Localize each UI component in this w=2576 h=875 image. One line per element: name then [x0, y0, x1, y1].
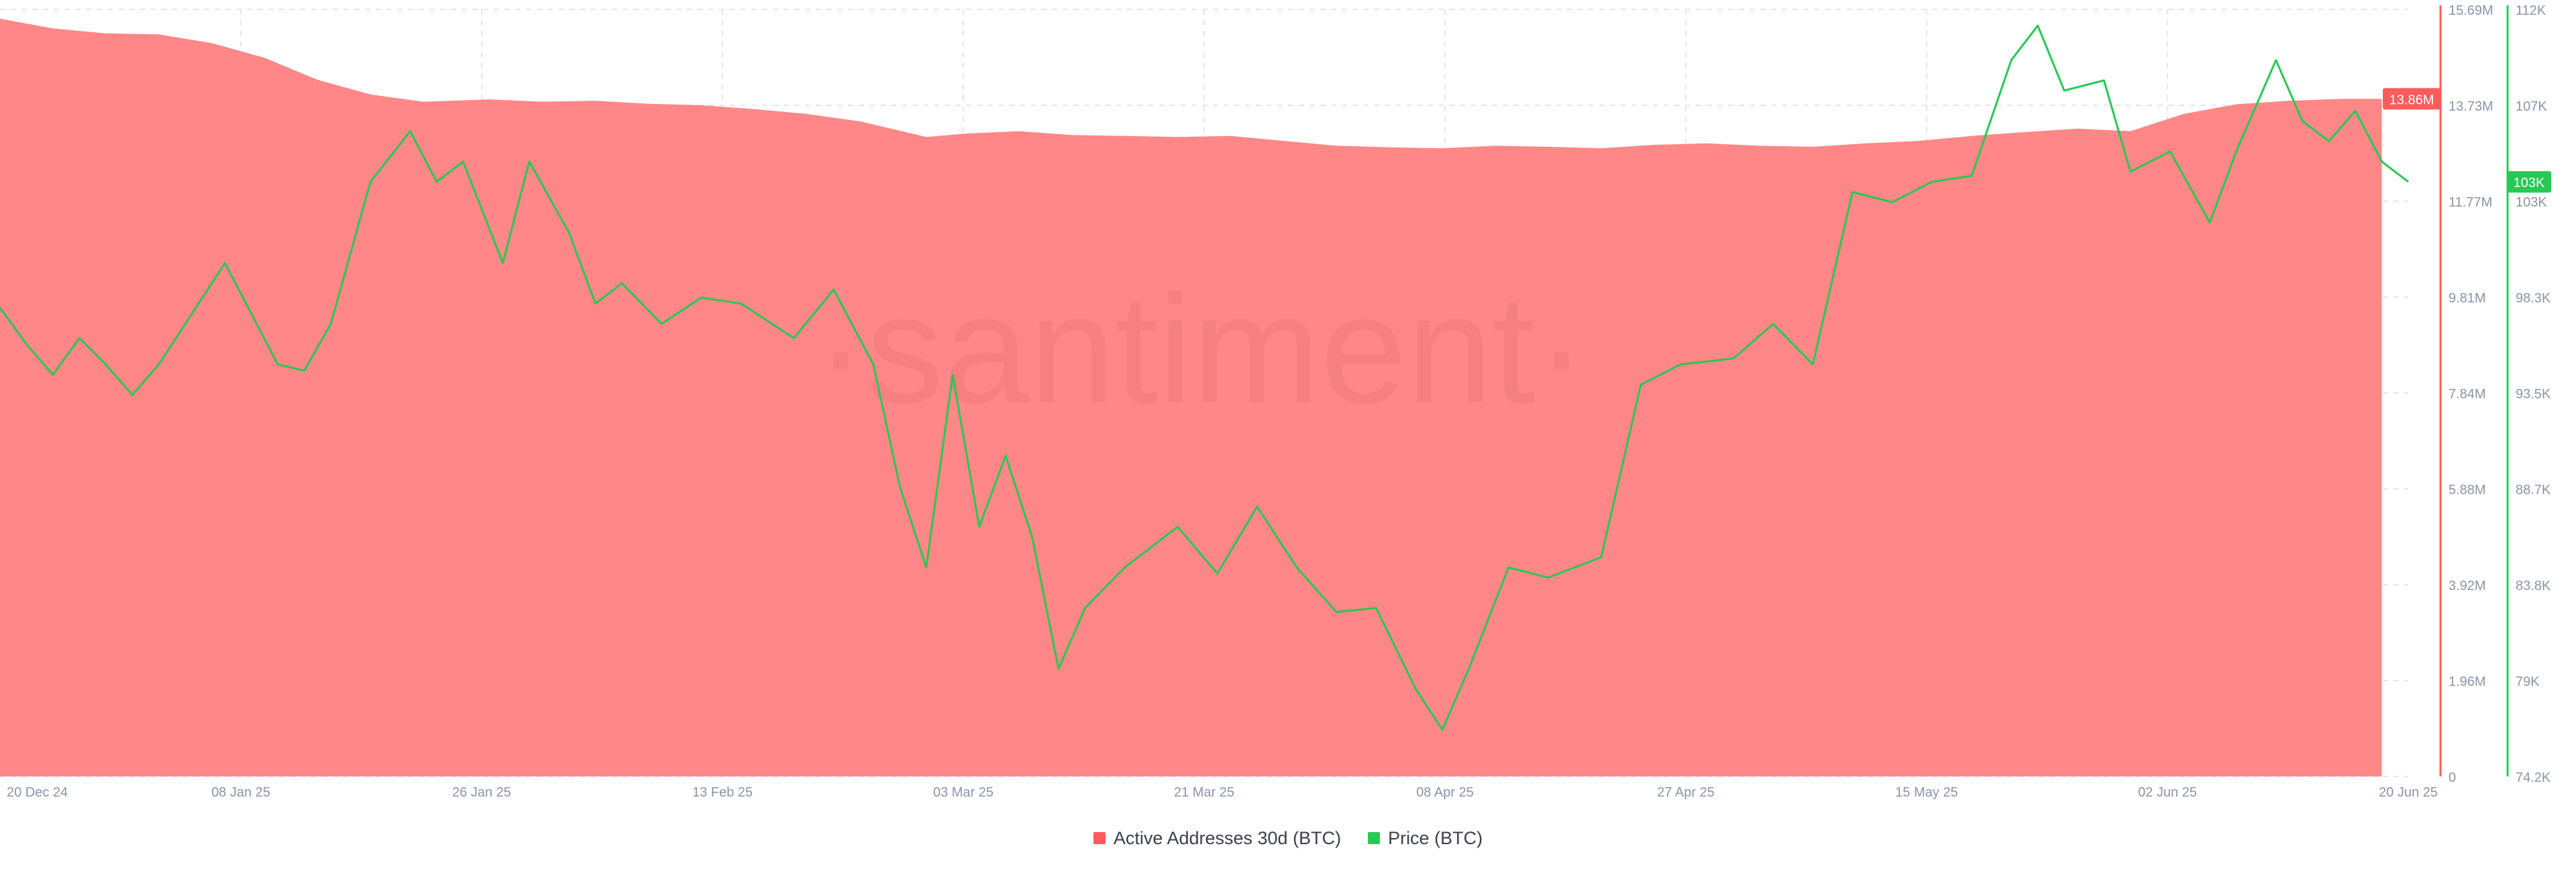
- legend-item-price[interactable]: Price (BTC): [1368, 828, 1483, 849]
- right-y-tick-label: 107K: [2516, 99, 2547, 114]
- legend-item-active-addresses[interactable]: Active Addresses 30d (BTC): [1093, 828, 1341, 849]
- santiment-watermark: ·santiment·: [815, 263, 1587, 435]
- axis-layer: 0 1.96M 3.92M 5.88M 7.84M 9.81M 11.77M 13.73M 15…: [7, 3, 2551, 800]
- x-tick-label: 15 May 25: [1895, 785, 1957, 800]
- price-line: [0, 24, 2409, 731]
- left-y-tick-label: 0: [2449, 770, 2456, 785]
- current-active-addresses-label: 13.86M: [2390, 93, 2434, 107]
- left-y-tick-label: 11.77M: [2449, 195, 2492, 210]
- x-tick-label: 20 Jun 25: [2379, 785, 2438, 800]
- current-price-badge: [2507, 171, 2551, 193]
- legend-label-price: Price (BTC): [1388, 827, 1483, 848]
- x-tick-label: 02 Jun 25: [2138, 785, 2197, 800]
- chart-legend: Active Addresses 30d (BTC) Price (BTC): [0, 823, 2576, 853]
- right-y-tick-label: 79K: [2516, 675, 2540, 689]
- legend-swatch-price: [1368, 832, 1381, 844]
- x-tick-label: 08 Jan 25: [211, 785, 270, 800]
- left-y-tick-label: 7.84M: [2449, 387, 2486, 402]
- left-y-tick-label: 13.73M: [2449, 99, 2493, 114]
- current-active-addresses-badge: [2383, 88, 2440, 110]
- left-y-tick-label: 9.81M: [2449, 291, 2486, 306]
- left-y-tick-label: 1.96M: [2449, 675, 2486, 689]
- left-y-tick-label: 5.88M: [2449, 483, 2486, 498]
- right-y-tick-label: 93.5K: [2516, 387, 2551, 402]
- x-tick-label: 27 Apr 25: [1657, 785, 1715, 800]
- area-layer: [0, 18, 2382, 776]
- right-y-tick-label: 98.3K: [2516, 291, 2551, 306]
- left-y-tick-label: 15.69M: [2449, 3, 2493, 18]
- active-addresses-area: [0, 18, 2382, 776]
- right-y-tick-label: 83.8K: [2516, 579, 2551, 593]
- x-tick-label: 20 Dec 24: [7, 785, 68, 800]
- x-tick-label: 13 Feb 25: [692, 785, 753, 800]
- x-tick-label: 26 Jan 25: [452, 785, 511, 800]
- right-y-tick-label: 103K: [2516, 195, 2547, 210]
- right-y-tick-label: 74.2K: [2516, 770, 2551, 785]
- right-y-tick-label: 88.7K: [2516, 483, 2551, 498]
- x-tick-label: 21 Mar 25: [1174, 785, 1234, 800]
- right-y-tick-label: 112K: [2516, 3, 2546, 18]
- legend-swatch-active-addresses: [1093, 832, 1106, 844]
- current-price-label: 103K: [2514, 176, 2545, 190]
- x-tick-label: 03 Mar 25: [933, 785, 994, 800]
- left-y-tick-label: 3.92M: [2449, 579, 2486, 593]
- line-layer: [0, 24, 2409, 731]
- x-tick-label: 08 Apr 25: [1416, 785, 1474, 800]
- legend-label-active-addresses: Active Addresses 30d (BTC): [1113, 827, 1342, 848]
